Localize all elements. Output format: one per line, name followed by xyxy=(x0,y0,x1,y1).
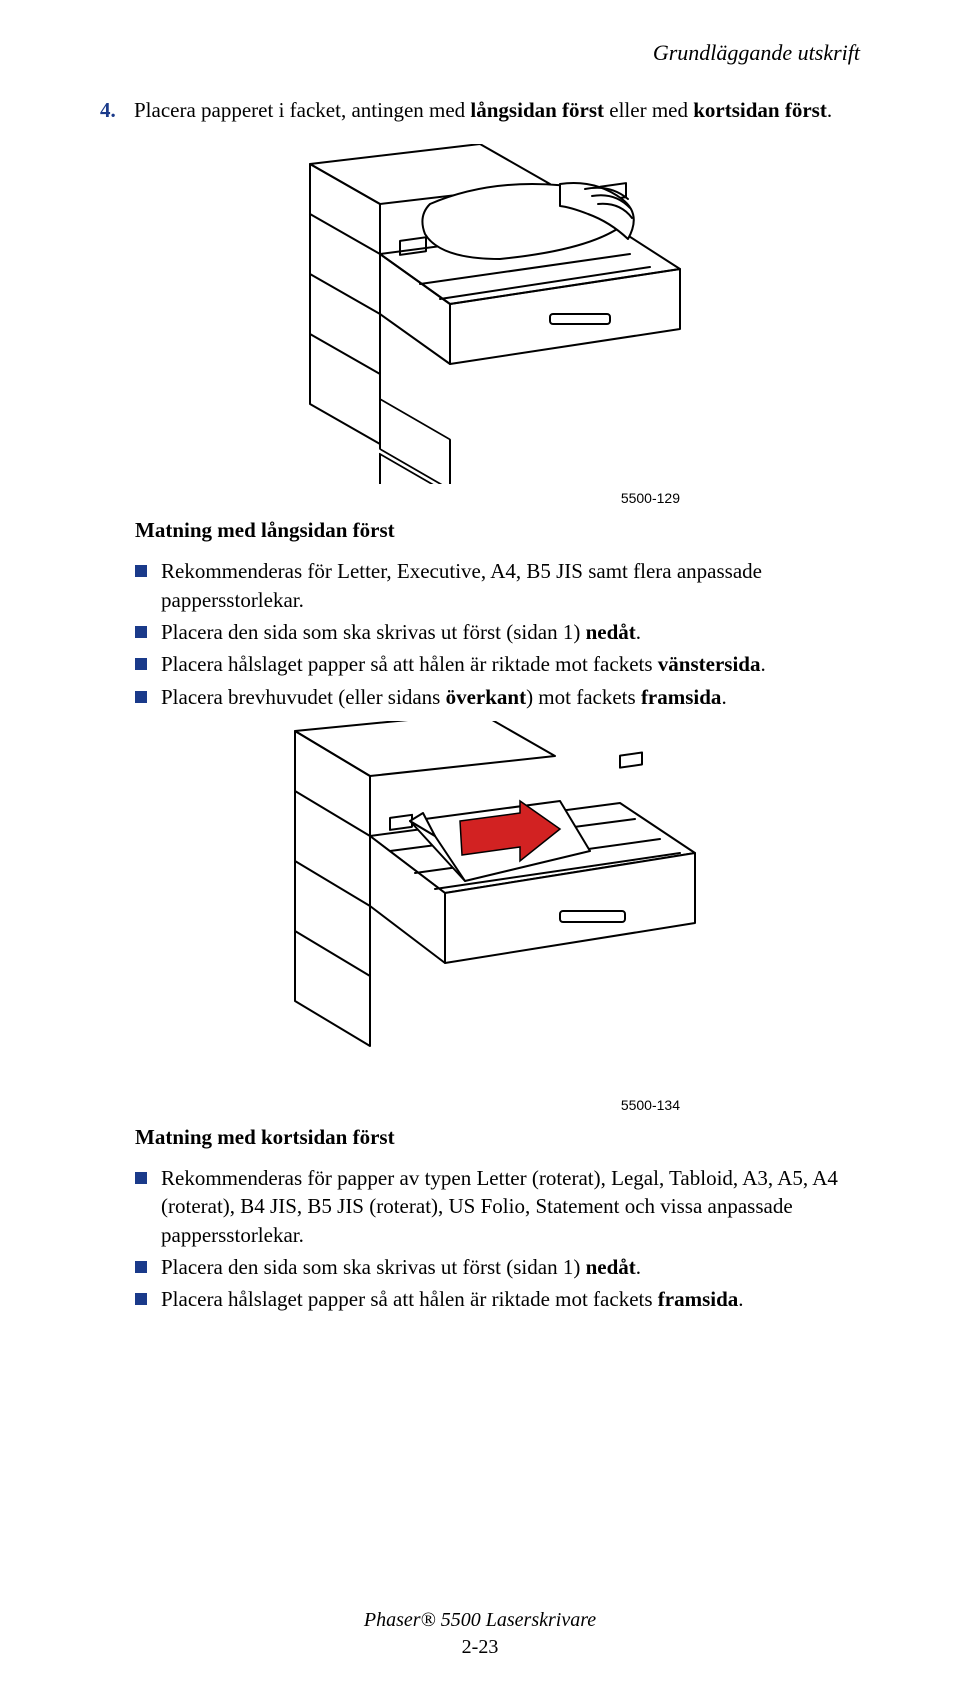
t: Placera den sida som ska skrivas ut förs… xyxy=(161,1253,860,1281)
t: Placera den sida som ska skrivas ut förs… xyxy=(161,1255,586,1279)
square-bullet-icon xyxy=(135,565,147,577)
t: ) mot fackets xyxy=(526,685,641,709)
t: eller med xyxy=(604,98,693,122)
list-item: Rekommenderas för Letter, Executive, A4,… xyxy=(135,557,860,614)
illustration-code-1: 5500-129 xyxy=(100,490,680,506)
step-4: 4. Placera papperet i facket, antingen m… xyxy=(100,96,860,124)
t: Rekommenderas för papper av typen Letter… xyxy=(161,1164,860,1249)
t: framsida xyxy=(658,1287,739,1311)
t: . xyxy=(827,98,832,122)
list-item: Placera den sida som ska skrivas ut förs… xyxy=(135,618,860,646)
t: nedåt xyxy=(586,620,636,644)
illustration-hand-loading-tray xyxy=(250,144,710,484)
subheading-long-edge: Matning med långsidan först xyxy=(135,518,860,543)
t: Placera hålslaget papper så att hålen är… xyxy=(161,1287,658,1311)
t: . xyxy=(738,1287,743,1311)
list-item: Rekommenderas för papper av typen Letter… xyxy=(135,1164,860,1249)
t: . xyxy=(721,685,726,709)
t: . xyxy=(760,652,765,676)
t: Placera brevhuvudet (eller sidans överka… xyxy=(161,683,860,711)
square-bullet-icon xyxy=(135,1172,147,1184)
list-item: Placera hålslaget papper så att hålen är… xyxy=(135,650,860,678)
t: vänstersida xyxy=(658,652,761,676)
t: Placera brevhuvudet (eller sidans xyxy=(161,685,446,709)
illustration-code-2: 5500-134 xyxy=(100,1097,680,1113)
t: framsida xyxy=(641,685,722,709)
illustration-tray-with-arrow: XEROX xyxy=(240,721,720,1091)
square-bullet-icon xyxy=(135,658,147,670)
t: Rekommenderas för Letter, Executive, A4,… xyxy=(161,557,860,614)
t: Placera hålslaget papper så att hålen är… xyxy=(161,652,658,676)
square-bullet-icon xyxy=(135,1293,147,1305)
page-footer: Phaser® 5500 Laserskrivare 2-23 xyxy=(0,1607,960,1661)
list-item: Placera hålslaget papper så att hålen är… xyxy=(135,1285,860,1313)
list-item: Placera den sida som ska skrivas ut förs… xyxy=(135,1253,860,1281)
t: Placera den sida som ska skrivas ut förs… xyxy=(161,620,586,644)
subheading-short-edge: Matning med kortsidan först xyxy=(135,1125,860,1150)
t: Placera papperet i facket, antingen med xyxy=(134,98,470,122)
square-bullet-icon xyxy=(135,626,147,638)
t: kortsidan först xyxy=(693,98,827,122)
step-number: 4. xyxy=(100,98,122,123)
step-text: Placera papperet i facket, antingen med … xyxy=(134,96,860,124)
t: . xyxy=(636,1255,641,1279)
t: nedåt xyxy=(586,1255,636,1279)
t: Placera den sida som ska skrivas ut förs… xyxy=(161,618,860,646)
square-bullet-icon xyxy=(135,1261,147,1273)
list-item: Placera brevhuvudet (eller sidans överka… xyxy=(135,683,860,711)
t: Placera hålslaget papper så att hålen är… xyxy=(161,650,860,678)
t: . xyxy=(636,620,641,644)
t: långsidan först xyxy=(470,98,604,122)
square-bullet-icon xyxy=(135,691,147,703)
footer-title: Phaser® 5500 Laserskrivare xyxy=(0,1607,960,1634)
page-header: Grundläggande utskrift xyxy=(100,40,860,66)
bullet-list-2: Rekommenderas för papper av typen Letter… xyxy=(135,1164,860,1314)
bullet-list-1: Rekommenderas för Letter, Executive, A4,… xyxy=(135,557,860,711)
t: överkant xyxy=(446,685,527,709)
footer-page-number: 2-23 xyxy=(0,1634,960,1661)
t: Placera hålslaget papper så att hålen är… xyxy=(161,1285,860,1313)
